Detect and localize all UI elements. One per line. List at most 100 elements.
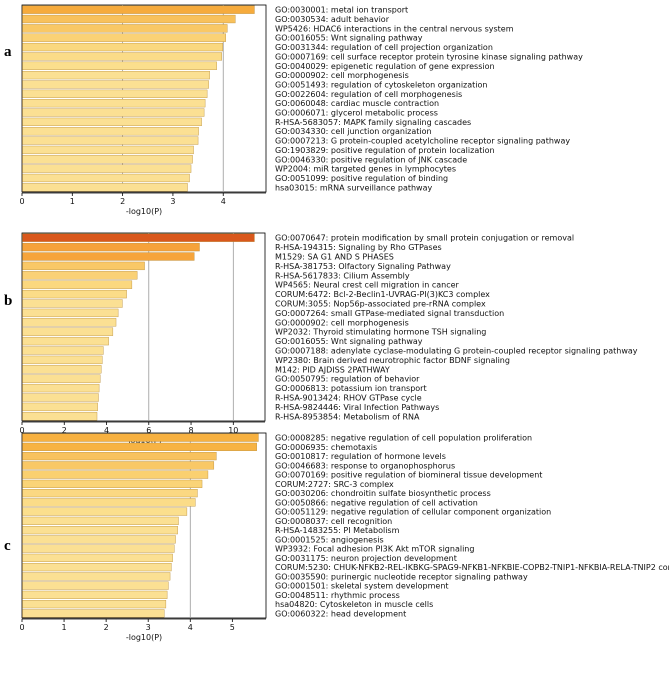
bar-b-8: [22, 299, 123, 308]
bar-label-b-12: GO:0016055: Wnt signaling pathway: [275, 337, 423, 346]
x-axis-title-c: -log10(P): [126, 633, 162, 642]
bar-c-7: [22, 489, 198, 498]
bar-c-18: [22, 590, 168, 599]
bar-label-a-4: GO:0016055: Wnt signaling pathway: [275, 34, 423, 43]
bar-a-8: [22, 70, 210, 80]
bar-label-b-14: WP2380: Brain derived neurotrophic facto…: [275, 356, 510, 365]
bar-c-6: [22, 479, 203, 488]
x-tick-label-a: 1: [70, 197, 75, 206]
chart-panel-b: GO:0070647: protein modification by smal…: [19, 232, 638, 445]
bar-a-15: [22, 136, 199, 145]
bar-b-18: [22, 393, 99, 402]
bar-label-c-5: GO:0070169: positive regulation of biomi…: [275, 471, 542, 480]
x-tick-label-b: 4: [104, 426, 109, 435]
chart-panels: GO:0030001: metal ion transportGO:003053…: [19, 4, 669, 642]
bar-a-12: [22, 108, 205, 117]
bar-label-b-2: R-HSA-194315: Signaling by Rho GTPases: [275, 243, 442, 252]
bar-label-c-1: GO:0008285: negative regulation of cell …: [275, 434, 532, 443]
bar-label-b-7: CORUM:6472: Bcl-2-Beclin1-UVRAG-PI(3)KC3…: [275, 290, 490, 299]
bar-label-a-7: GO:0040029: epigenetic regulation of gen…: [275, 62, 495, 71]
bar-c-3: [22, 452, 217, 461]
bar-label-c-18: GO:0048511: rhythmic process: [275, 591, 400, 600]
bar-b-14: [22, 355, 103, 365]
bar-b-11: [22, 327, 114, 336]
x-tick-label-b: 6: [146, 426, 151, 435]
bar-c-11: [22, 526, 178, 535]
bar-label-b-16: GO:0050795: regulation of behavior: [275, 375, 420, 384]
bar-label-a-16: GO:1903829: positive regulation of prote…: [275, 146, 495, 155]
bar-b-5: [22, 271, 138, 280]
bar-a-5: [22, 42, 223, 52]
bar-a-3: [22, 24, 228, 33]
bar-label-a-18: WP2004: miR targeted genes in lymphocyte…: [275, 165, 456, 174]
x-tick-label-b: 2: [62, 426, 67, 435]
bar-label-a-2: GO:0030534: adult behavior: [275, 15, 390, 24]
bar-a-11: [22, 99, 206, 108]
bar-a-9: [22, 80, 209, 89]
bar-label-a-5: GO:0031344: regulation of cell projectio…: [275, 43, 493, 52]
bar-a-6: [22, 52, 222, 61]
plot-frame-b: [21, 232, 266, 422]
bar-label-a-14: GO:0034330: cell junction organization: [275, 127, 432, 136]
bar-c-9: [22, 507, 188, 516]
bar-label-c-19: hsa04820: Cytoskeleton in muscle cells: [275, 600, 433, 609]
bar-label-c-16: GO:0035590: purinergic nucleotide recept…: [275, 572, 528, 581]
bar-b-12: [22, 336, 109, 346]
x-tick-label-c: 1: [62, 623, 67, 632]
x-tick-label-b: 10: [228, 426, 238, 435]
bar-label-a-12: GO:0006071: glycerol metabolic process: [275, 109, 438, 118]
bar-c-2: [22, 442, 257, 451]
bar-label-a-10: GO:0022604: regulation of cell morphogen…: [275, 90, 462, 99]
chart-panel-a: GO:0030001: metal ion transportGO:003053…: [19, 4, 583, 216]
bar-b-1: [22, 233, 255, 242]
bar-label-b-6: WP4565: Neural crest cell migration in c…: [275, 281, 460, 290]
bar-b-20: [22, 412, 98, 421]
bar-a-18: [22, 164, 192, 173]
bar-label-c-15: CORUM:5230: CHUK-NFKB2-REL-IKBKG-SPAG9-N…: [275, 563, 669, 572]
bar-a-19: [22, 173, 190, 183]
bar-label-b-4: R-HSA-381753: Olfactory Signaling Pathwa…: [275, 262, 451, 271]
x-tick-label-b: 8: [188, 426, 193, 435]
bar-label-c-2: GO:0006935: chemotaxis: [275, 443, 377, 452]
x-tick-label-c: 4: [188, 623, 193, 632]
bar-label-a-8: GO:0000902: cell morphogenesis: [275, 71, 409, 80]
bar-label-c-14: GO:0031175: neuron projection developmen…: [275, 554, 457, 563]
bar-b-15: [22, 365, 102, 374]
plot-frame-a: [21, 4, 267, 193]
bar-label-a-1: GO:0030001: metal ion transport: [275, 6, 408, 15]
bar-label-b-17: GO:0006813: potassium ion transport: [275, 384, 427, 393]
bar-c-4: [22, 461, 215, 470]
bar-label-a-11: GO:0060048: cardiac muscle contraction: [275, 99, 439, 108]
bar-a-2: [22, 14, 236, 24]
bar-label-c-4: GO:0046683: response to organophosphorus: [275, 461, 455, 470]
bar-label-b-11: WP2032: Thyroid stimulating hormone TSH …: [275, 328, 486, 337]
bar-a-20: [22, 183, 188, 192]
bar-label-c-6: CORUM:2727: SRC-3 complex: [275, 480, 394, 489]
bar-a-4: [22, 33, 226, 42]
bar-label-a-9: GO:0051493: regulation of cytoskeleton o…: [275, 80, 487, 89]
chart-panel-c: GO:0008285: negative regulation of cell …: [19, 432, 669, 642]
bar-label-b-8: CORUM:3055: Nop56p-associated pre-rRNA c…: [275, 300, 486, 309]
bar-a-13: [22, 117, 202, 127]
bar-label-a-3: WP5426: HDAC6 interactions in the centra…: [275, 24, 514, 33]
bar-b-7: [22, 289, 127, 299]
bar-label-c-11: R-HSA-1483255: PI Metabolism: [275, 526, 400, 535]
x-tick-label-c: 2: [104, 623, 109, 632]
bar-c-5: [22, 470, 209, 479]
panel-letter-a: a: [4, 44, 12, 60]
bar-label-b-13: GO:0007188: adenylate cyclase-modulating…: [275, 347, 638, 356]
bar-label-c-13: WP3932: Focal adhesion PI3K Akt mTOR sig…: [275, 545, 474, 554]
bar-label-c-10: GO:0008037: cell recognition: [275, 517, 392, 526]
bar-label-a-17: GO:0046330: positive regulation of JNK c…: [275, 155, 467, 164]
bar-label-a-13: R-HSA-5683057: MAPK family signaling cas…: [275, 118, 471, 127]
bar-b-10: [22, 318, 117, 327]
bar-label-c-12: GO:0001525: angiogenesis: [275, 535, 384, 544]
bar-label-c-20: GO:0060322: head development: [275, 609, 406, 618]
bar-c-10: [22, 516, 179, 525]
panel-letter-c: c: [4, 538, 11, 554]
x-tick-label-a: 3: [170, 197, 175, 206]
bar-label-c-9: GO:0051129: negative regulation of cellu…: [275, 508, 551, 517]
bar-a-17: [22, 155, 193, 164]
bar-b-4: [22, 261, 145, 271]
